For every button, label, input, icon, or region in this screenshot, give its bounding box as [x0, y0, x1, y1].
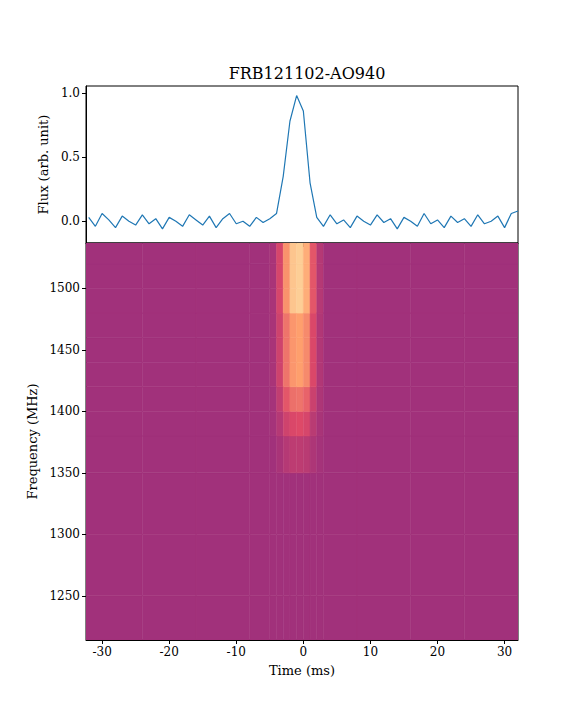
svg-text:20: 20	[430, 645, 445, 659]
svg-text:Frequency (MHz): Frequency (MHz)	[25, 383, 40, 499]
svg-text:1250: 1250	[49, 589, 80, 603]
svg-text:1450: 1450	[49, 343, 80, 357]
svg-text:1500: 1500	[49, 281, 80, 295]
svg-text:1.0: 1.0	[61, 86, 80, 100]
svg-text:-20: -20	[160, 645, 179, 659]
svg-text:30: 30	[497, 645, 512, 659]
svg-text:-10: -10	[227, 645, 246, 659]
svg-text:Time (ms): Time (ms)	[269, 663, 335, 678]
svg-text:10: 10	[363, 645, 378, 659]
svg-text:0.0: 0.0	[61, 214, 80, 228]
svg-text:1350: 1350	[49, 466, 80, 480]
svg-text:-30: -30	[92, 645, 111, 659]
svg-text:1400: 1400	[49, 404, 80, 418]
svg-text:1300: 1300	[49, 527, 80, 541]
svg-text:FRB121102-AO940: FRB121102-AO940	[229, 64, 386, 83]
svg-text:Flux (arb. unit): Flux (arb. unit)	[36, 115, 51, 215]
svg-text:0.5: 0.5	[61, 150, 80, 164]
svg-text:0: 0	[300, 645, 308, 659]
